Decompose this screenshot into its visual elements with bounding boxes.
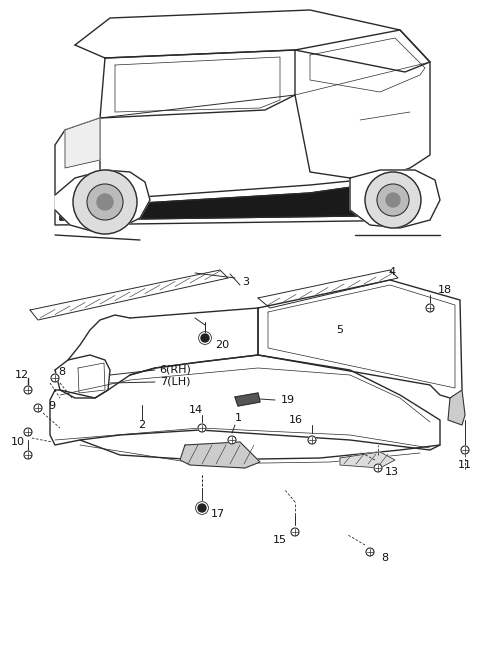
Circle shape [24,451,32,459]
Text: 9: 9 [48,401,56,411]
Polygon shape [75,10,430,72]
Circle shape [461,446,469,454]
Text: 11: 11 [458,460,472,470]
Text: 1: 1 [235,413,241,423]
Circle shape [73,170,137,234]
Text: 8: 8 [59,367,66,377]
Circle shape [291,528,299,536]
Polygon shape [350,170,440,228]
Polygon shape [258,280,462,398]
Polygon shape [30,270,228,320]
Polygon shape [55,175,430,225]
Polygon shape [130,308,258,375]
Circle shape [365,172,421,228]
Polygon shape [100,50,295,118]
Text: 14: 14 [189,405,203,415]
Polygon shape [78,363,105,393]
Text: 2: 2 [138,420,145,430]
Circle shape [198,504,206,512]
Polygon shape [235,393,260,406]
Text: 3: 3 [242,277,250,287]
Circle shape [51,374,59,382]
Circle shape [198,424,206,432]
Polygon shape [340,452,395,468]
Text: 17: 17 [211,509,225,519]
Circle shape [87,184,123,220]
Polygon shape [55,170,150,232]
Polygon shape [55,355,110,398]
Circle shape [366,548,374,556]
Circle shape [374,464,382,472]
Text: 12: 12 [15,370,29,380]
Text: 7(LH): 7(LH) [160,377,190,387]
Text: 8: 8 [382,553,389,563]
Polygon shape [295,30,430,178]
Circle shape [24,386,32,394]
Circle shape [426,304,434,312]
Circle shape [386,193,400,207]
Polygon shape [448,390,465,425]
Circle shape [201,334,209,342]
Text: 13: 13 [385,467,399,477]
Circle shape [24,428,32,436]
Polygon shape [65,118,100,168]
Text: 20: 20 [215,340,229,350]
Polygon shape [180,442,260,468]
Text: 16: 16 [289,415,303,425]
Polygon shape [60,178,430,220]
Polygon shape [50,355,440,450]
Text: 5: 5 [336,325,344,335]
Circle shape [377,184,409,216]
Text: 10: 10 [11,437,25,447]
Circle shape [34,404,42,412]
Text: 6(RH): 6(RH) [159,365,191,375]
Text: 4: 4 [388,267,396,277]
Polygon shape [55,118,100,210]
Text: 18: 18 [438,285,452,295]
Circle shape [228,436,236,444]
Polygon shape [258,270,398,308]
Text: 15: 15 [273,535,287,545]
Circle shape [308,436,316,444]
Circle shape [97,194,113,210]
Text: 19: 19 [281,395,295,405]
